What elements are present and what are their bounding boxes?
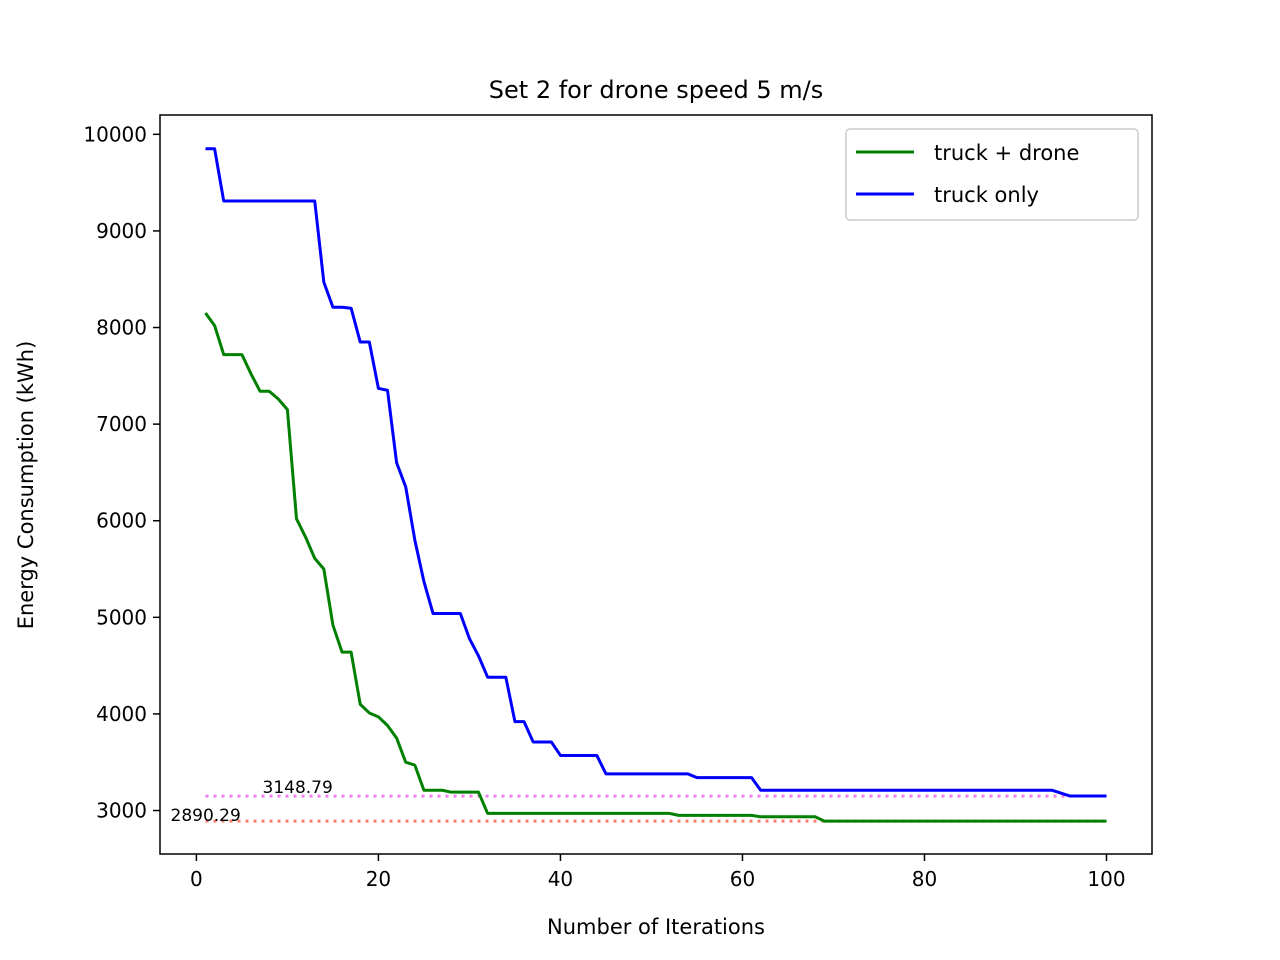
y-tick-label: 3000 xyxy=(96,799,147,823)
series-lines xyxy=(204,147,1107,823)
y-tick-label: 10000 xyxy=(83,122,147,146)
x-tick-label: 0 xyxy=(190,867,203,891)
y-axis-label: Energy Consumption (kWh) xyxy=(14,341,38,630)
y-tick-label: 6000 xyxy=(96,509,147,533)
y-tick-label: 7000 xyxy=(96,412,147,436)
y-tick-label: 8000 xyxy=(96,316,147,340)
x-tick-label: 100 xyxy=(1087,867,1125,891)
reference-line-label: 3148.79 xyxy=(263,778,333,798)
x-tick-label: 40 xyxy=(548,867,573,891)
y-axis: 3000 4000 5000 6000 7000 8000 9000 10000 xyxy=(83,122,160,823)
y-tick-label: 9000 xyxy=(96,219,147,243)
x-tick-label: 60 xyxy=(730,867,755,891)
y-tick-label: 5000 xyxy=(96,605,147,629)
legend-label-1: truck + drone xyxy=(934,141,1079,165)
reference-line-label: 2890.29 xyxy=(171,806,241,826)
plot-frame xyxy=(159,114,1153,855)
series-line-1 xyxy=(204,312,1107,823)
x-tick-label: 20 xyxy=(366,867,391,891)
x-tick-label: 80 xyxy=(912,867,937,891)
series-line-2 xyxy=(205,147,1107,798)
y-tick-label: 4000 xyxy=(96,702,147,726)
x-axis-label: Number of Iterations xyxy=(547,915,765,939)
legend-box xyxy=(845,128,1139,221)
legend: truck + drone truck only xyxy=(845,128,1139,221)
plot-area xyxy=(160,115,1152,854)
legend-label-2: truck only xyxy=(934,183,1039,207)
chart-title: Set 2 for drone speed 5 m/s xyxy=(489,76,823,104)
x-axis: 0 20 40 60 80 100 xyxy=(190,854,1126,891)
reference-lines: 3148.79 2890.29 xyxy=(171,778,1107,826)
